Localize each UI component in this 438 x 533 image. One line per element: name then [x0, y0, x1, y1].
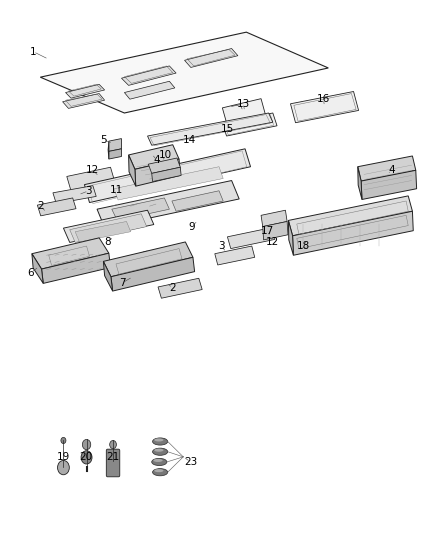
Polygon shape [32, 238, 109, 269]
Polygon shape [184, 49, 238, 68]
Text: 3: 3 [85, 186, 92, 196]
Polygon shape [172, 191, 223, 211]
Text: 16: 16 [317, 94, 330, 104]
Ellipse shape [152, 458, 167, 465]
Polygon shape [112, 198, 170, 221]
Text: 12: 12 [266, 237, 279, 247]
Text: 21: 21 [106, 452, 120, 462]
Polygon shape [288, 196, 413, 236]
Circle shape [61, 438, 66, 443]
Text: 4: 4 [388, 165, 395, 175]
Polygon shape [32, 254, 43, 284]
Polygon shape [148, 113, 273, 145]
Text: 9: 9 [188, 222, 195, 232]
Text: 4: 4 [153, 155, 160, 165]
Circle shape [140, 257, 155, 276]
Polygon shape [227, 228, 275, 248]
Text: 12: 12 [86, 165, 99, 175]
Polygon shape [63, 94, 105, 108]
Polygon shape [109, 149, 121, 159]
Polygon shape [223, 99, 266, 126]
Polygon shape [124, 81, 175, 99]
Polygon shape [261, 210, 287, 227]
Text: 5: 5 [100, 135, 107, 144]
Polygon shape [361, 171, 417, 199]
Polygon shape [152, 167, 181, 182]
Polygon shape [37, 198, 76, 216]
Polygon shape [85, 149, 251, 203]
Polygon shape [109, 139, 121, 151]
Polygon shape [75, 222, 131, 242]
Text: 6: 6 [28, 268, 34, 278]
Polygon shape [293, 211, 413, 255]
Text: 14: 14 [183, 135, 196, 144]
Text: 17: 17 [261, 225, 274, 236]
Text: 18: 18 [297, 241, 310, 251]
Circle shape [82, 439, 91, 450]
Circle shape [81, 451, 92, 464]
Text: 15: 15 [221, 124, 234, 134]
Ellipse shape [152, 469, 168, 476]
Polygon shape [288, 221, 293, 255]
Text: 13: 13 [237, 99, 250, 109]
Polygon shape [40, 32, 328, 113]
Text: 3: 3 [218, 241, 224, 251]
Ellipse shape [152, 448, 168, 455]
Polygon shape [158, 278, 202, 298]
Text: 10: 10 [159, 150, 172, 160]
Ellipse shape [153, 459, 162, 462]
Ellipse shape [154, 469, 163, 472]
Polygon shape [53, 185, 96, 204]
Circle shape [110, 440, 117, 449]
Polygon shape [114, 167, 223, 200]
Text: 11: 11 [110, 185, 123, 195]
Polygon shape [64, 210, 154, 243]
Polygon shape [67, 167, 115, 191]
Text: 7: 7 [119, 278, 126, 288]
Polygon shape [129, 145, 179, 169]
Text: 2: 2 [170, 283, 176, 293]
Polygon shape [148, 158, 180, 173]
Ellipse shape [152, 438, 168, 445]
Polygon shape [135, 159, 180, 186]
Text: 2: 2 [37, 201, 44, 211]
Polygon shape [111, 257, 194, 291]
Text: 1: 1 [30, 46, 36, 56]
Ellipse shape [154, 449, 163, 452]
Polygon shape [358, 156, 416, 181]
Polygon shape [263, 222, 288, 240]
Text: 8: 8 [104, 237, 111, 247]
Circle shape [135, 251, 160, 282]
Text: 19: 19 [57, 452, 70, 462]
Polygon shape [215, 246, 255, 265]
Polygon shape [358, 167, 362, 199]
Text: 23: 23 [184, 457, 198, 467]
Polygon shape [103, 261, 113, 291]
Circle shape [57, 461, 69, 475]
Polygon shape [129, 155, 136, 186]
Polygon shape [121, 66, 176, 85]
Polygon shape [108, 141, 109, 159]
Polygon shape [42, 253, 110, 284]
Polygon shape [97, 181, 239, 228]
Ellipse shape [154, 439, 163, 441]
FancyBboxPatch shape [106, 449, 120, 477]
Polygon shape [66, 84, 105, 98]
Polygon shape [223, 113, 277, 136]
Polygon shape [103, 242, 193, 277]
Polygon shape [70, 214, 147, 243]
Polygon shape [290, 92, 359, 123]
Text: 20: 20 [79, 452, 92, 462]
